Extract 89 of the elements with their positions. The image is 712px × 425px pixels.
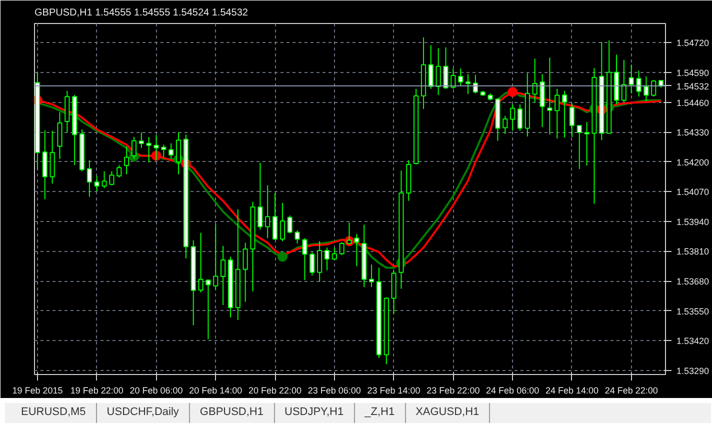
candlestick	[458, 68, 464, 86]
y-tick-label: 1.54070	[676, 187, 710, 198]
candlestick	[94, 175, 100, 192]
ref-line-label: 1.54532	[676, 81, 710, 92]
candlestick	[651, 80, 656, 98]
candlestick	[628, 64, 634, 94]
candlestick	[302, 238, 308, 281]
candlestick	[265, 184, 270, 239]
x-tick-label: 24 Feb 22:00	[604, 386, 658, 396]
candlestick	[86, 160, 92, 198]
candlestick	[636, 70, 642, 98]
y-tick-label: 1.53550	[676, 306, 710, 316]
candlestick	[317, 240, 322, 282]
candlestick	[436, 48, 441, 96]
candlestick	[138, 132, 144, 148]
candlestick	[154, 134, 159, 161]
y-tick-label: 1.54460	[676, 98, 710, 108]
candlestick	[450, 68, 456, 90]
y-tick-label: 1.53420	[676, 336, 710, 346]
x-tick-label: 24 Feb 06:00	[486, 386, 540, 396]
x-tick-label: 23 Feb 14:00	[367, 386, 420, 396]
x-tick-label: 19 Feb 22:00	[70, 386, 124, 396]
candlestick	[242, 242, 248, 302]
candlestick	[339, 242, 344, 256]
y-tick-label: 1.54590	[676, 68, 710, 78]
candlestick	[517, 104, 523, 132]
candlestick	[368, 264, 374, 288]
candlestick	[280, 202, 285, 242]
candlestick	[213, 224, 218, 290]
candlestick	[131, 136, 137, 160]
candlestick	[644, 76, 649, 102]
y-tick-label: 1.54200	[676, 157, 710, 168]
x-tick-label: 19 Feb 2015	[12, 386, 63, 396]
candlestick	[102, 170, 107, 189]
candlestick	[258, 162, 263, 230]
x-tick-label: 23 Feb 22:00	[426, 386, 480, 396]
candlestick	[332, 247, 337, 260]
candlestick	[116, 164, 122, 178]
candlestick	[547, 57, 552, 136]
candlestick	[109, 170, 114, 186]
y-tick-label: 1.53290	[676, 366, 710, 376]
chart-title: GBPUSD,H1 1.54555 1.54555 1.54524 1.54532	[34, 8, 248, 18]
x-tick-label: 20 Feb 14:00	[189, 386, 242, 396]
candlestick	[510, 104, 516, 132]
candlestick	[428, 44, 434, 90]
candlestick	[146, 136, 152, 164]
y-tick-label: 1.54720	[676, 38, 710, 48]
y-tick-label: 1.54330	[676, 128, 710, 138]
point	[508, 87, 518, 97]
candlestick	[562, 90, 568, 138]
candlestick	[168, 142, 174, 159]
y-tick-label: 1.53940	[676, 216, 710, 227]
candlestick	[443, 46, 448, 90]
text: _Z,H1	[354, 403, 406, 423]
candlestick	[346, 222, 352, 245]
point	[277, 252, 288, 262]
text: USDJPY,H1	[274, 403, 355, 423]
candlestick	[161, 144, 166, 158]
x-tick-label: 20 Feb 22:00	[248, 386, 302, 396]
candlestick	[354, 234, 360, 267]
text: USDCHF,Daily	[96, 403, 190, 423]
candlestick	[324, 247, 330, 271]
x-tick-label: 24 Feb 14:00	[545, 386, 598, 396]
candlestick	[310, 252, 315, 276]
x-tick-label: 23 Feb 06:00	[308, 386, 361, 396]
candlestick	[206, 278, 211, 340]
candlestick	[532, 58, 538, 104]
text: EURUSD,M5	[11, 403, 97, 423]
y-tick-label: 1.53680	[676, 276, 710, 287]
candlestick	[220, 245, 226, 306]
candlestick	[554, 88, 560, 140]
candlestick	[287, 214, 292, 234]
candlestick	[272, 192, 278, 240]
text: XAGUSD,H1	[406, 403, 490, 423]
candlestick	[176, 132, 182, 175]
candlestick	[569, 102, 575, 138]
candlestick	[576, 124, 582, 170]
candlestick	[57, 112, 62, 160]
candlestick	[198, 232, 204, 293]
y-tick-label: 1.53810	[676, 246, 710, 257]
candlestick	[472, 74, 478, 94]
candlestick	[584, 122, 590, 166]
x-tick-label: 20 Feb 06:00	[130, 386, 183, 396]
candlestick	[502, 115, 508, 134]
candlestick	[124, 146, 130, 175]
candlestick	[621, 59, 626, 103]
candlestick	[294, 230, 300, 244]
text: GBPUSD,H1	[190, 403, 274, 423]
candlestick	[465, 74, 471, 95]
